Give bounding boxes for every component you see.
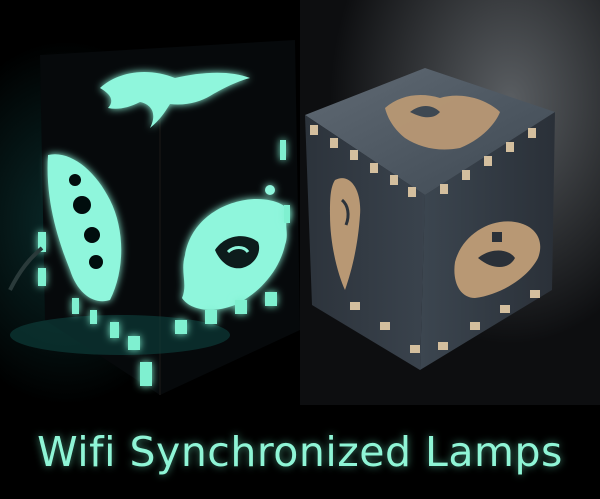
lamp-photo [0,0,600,405]
lit-lamp [8,40,300,395]
right-face-emblem [182,185,290,310]
wooden-lamp [305,68,555,370]
left-face-emblem [47,154,122,302]
caption-bar: Wifi Synchronized Lamps [0,405,600,499]
caption-title: Wifi Synchronized Lamps [37,428,563,476]
